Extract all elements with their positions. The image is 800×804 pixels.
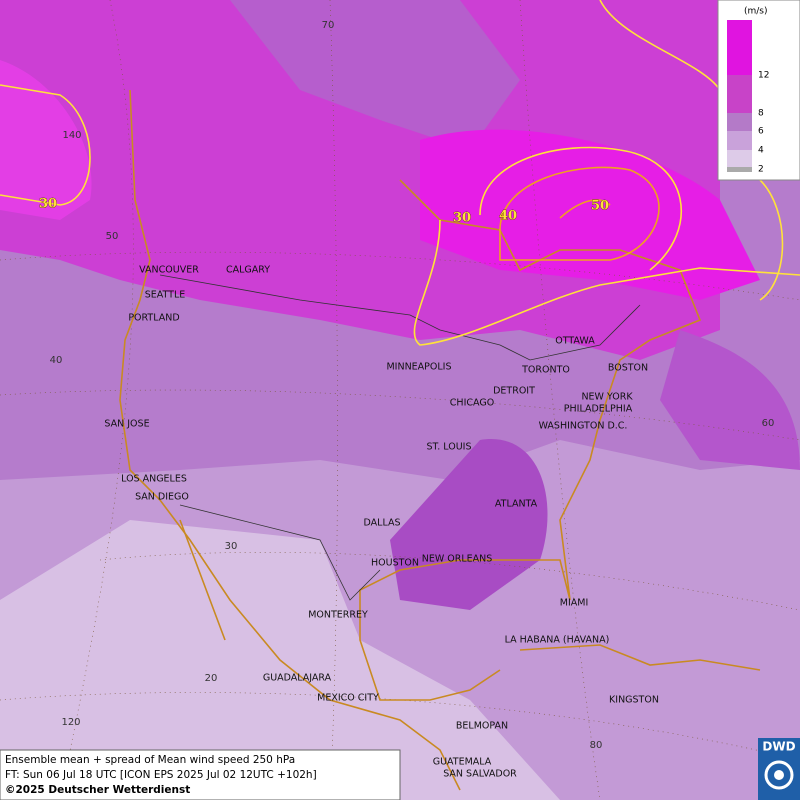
city-label: DETROIT bbox=[493, 386, 535, 397]
graticule-label: 30 bbox=[225, 541, 238, 552]
legend-level: 4 bbox=[758, 146, 764, 156]
city-label: GUADALAJARA bbox=[263, 673, 332, 684]
legend: (m/s) 12 8 6 4 2 bbox=[717, 0, 800, 181]
city-label: NEW ORLEANS bbox=[422, 554, 493, 565]
field-east bbox=[660, 330, 800, 470]
field-max-west bbox=[0, 60, 92, 220]
city-label: SAN SALVADOR bbox=[443, 769, 517, 780]
city-label: LA HABANA (HAVANA) bbox=[505, 635, 610, 646]
graticule-label: 50 bbox=[106, 231, 119, 242]
city-label: MONTERREY bbox=[308, 610, 368, 621]
coastline bbox=[119, 89, 761, 791]
city-label: MEXICO CITY bbox=[317, 693, 379, 704]
legend-level: 8 bbox=[758, 109, 764, 119]
city-label: LOS ANGELES bbox=[121, 474, 187, 485]
city-label: WASHINGTON D.C. bbox=[539, 421, 628, 432]
city-label: BOSTON bbox=[608, 363, 648, 374]
city-label: KINGSTON bbox=[609, 695, 659, 706]
city-label: BELMOPAN bbox=[456, 721, 508, 732]
legend-level: 6 bbox=[758, 127, 764, 137]
graticule-label: 40 bbox=[50, 355, 63, 366]
city-label: PHILADELPHIA bbox=[564, 404, 633, 415]
legend-swatch bbox=[727, 113, 752, 131]
city-label: ST. LOUIS bbox=[427, 442, 472, 453]
city-label: NEW YORK bbox=[581, 392, 633, 403]
contour-label: 30 bbox=[39, 197, 57, 212]
city-label: SAN DIEGO bbox=[135, 492, 189, 503]
contour-30 bbox=[0, 0, 800, 346]
borders bbox=[159, 274, 641, 601]
city-label: DALLAS bbox=[364, 518, 401, 529]
field-max bbox=[420, 129, 760, 300]
city-label: PORTLAND bbox=[128, 313, 179, 324]
city-label: CALGARY bbox=[226, 265, 270, 276]
legend-level: 2 bbox=[758, 165, 764, 175]
logo-text: DWD bbox=[762, 740, 795, 754]
footer-title: Ensemble mean + spread of Mean wind spee… bbox=[5, 754, 295, 766]
legend-swatch bbox=[727, 75, 752, 113]
legend-swatch bbox=[727, 131, 752, 150]
contour-label: 50 bbox=[591, 199, 609, 214]
legend-unit: (m/s) bbox=[744, 7, 768, 17]
graticule-label: 70 bbox=[322, 20, 335, 31]
contour-40-50 bbox=[499, 166, 660, 261]
field-mid bbox=[230, 0, 520, 150]
graticule-label: 120 bbox=[61, 717, 80, 728]
graticule-label: 20 bbox=[205, 673, 218, 684]
city-label: HOUSTON bbox=[371, 558, 419, 569]
city-label: SEATTLE bbox=[145, 290, 186, 301]
footer-copyright: ©2025 Deutscher Wetterdienst bbox=[5, 784, 190, 796]
labels: VANCOUVER CALGARY SEATTLE PORTLAND MINNEAPOL… bbox=[39, 20, 775, 780]
logo-box bbox=[758, 738, 800, 800]
logo-swirl bbox=[764, 760, 794, 790]
city-label: CHICAGO bbox=[450, 398, 494, 409]
legend-swatch bbox=[727, 20, 752, 75]
city-label: VANCOUVER bbox=[139, 265, 199, 276]
legend-level: 12 bbox=[758, 71, 769, 81]
logo-swirl-center bbox=[774, 770, 784, 780]
city-label: TORONTO bbox=[521, 365, 570, 376]
city-label: MIAMI bbox=[560, 598, 589, 609]
graticule-label: 80 bbox=[590, 740, 603, 751]
graticule-label: 140 bbox=[62, 130, 81, 141]
field-jet bbox=[390, 439, 548, 610]
footer-box bbox=[0, 749, 401, 801]
footer-time: FT: Sun 06 Jul 18 UTC [ICON EPS 2025 Jul… bbox=[5, 769, 317, 781]
city-label: MINNEAPOLIS bbox=[386, 362, 451, 373]
legend-swatch bbox=[727, 167, 752, 172]
graticule-label: 60 bbox=[762, 418, 775, 429]
city-label: ATLANTA bbox=[495, 499, 538, 510]
city-label: OTTAWA bbox=[555, 336, 595, 347]
contour-label: 30 bbox=[453, 211, 471, 226]
contour-label: 40 bbox=[499, 209, 517, 224]
city-label: SAN JOSE bbox=[104, 419, 149, 430]
city-label: GUATEMALA bbox=[433, 757, 492, 768]
legend-swatch bbox=[727, 150, 752, 167]
